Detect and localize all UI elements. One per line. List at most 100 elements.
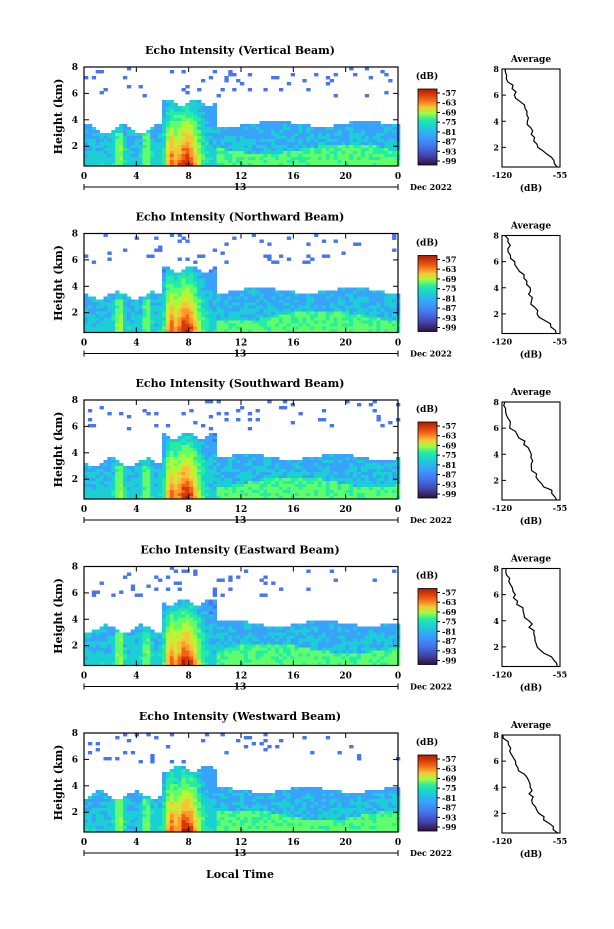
heatmap-cell	[243, 569, 249, 573]
heatmap-cell	[142, 94, 147, 98]
heatmap-cell	[177, 160, 182, 164]
heatmap-cell	[345, 466, 350, 470]
heatmap-cell	[345, 490, 350, 494]
heatmap-cell	[91, 127, 97, 131]
heatmap-cell	[275, 314, 280, 318]
heatmap-cell	[267, 641, 272, 645]
heatmap-cell	[185, 626, 190, 630]
heatmap-cell	[204, 448, 210, 452]
heatmap-cell	[130, 478, 136, 482]
heatmap-cell	[193, 659, 198, 663]
heatmap-cell	[224, 638, 229, 642]
heatmap-cell	[353, 299, 358, 303]
heatmap-cell	[204, 638, 210, 642]
heatmap-cell	[162, 136, 167, 140]
colorbar-tick-label: -63	[442, 431, 457, 441]
heatmap-cell	[107, 314, 112, 318]
heatmap-cell	[364, 466, 370, 470]
heatmap-cell	[345, 302, 350, 306]
heatmap-cell	[376, 490, 381, 494]
heatmap-cell	[126, 127, 132, 131]
heatmap-cell	[201, 454, 206, 458]
heatmap-cell	[185, 481, 190, 485]
heatmap-cell	[247, 296, 253, 300]
heatmap-cell	[212, 299, 217, 303]
heatmap-cell	[388, 299, 393, 303]
heatmap-cell	[181, 88, 186, 92]
heatmap-cell	[329, 133, 334, 137]
heatmap-cell	[189, 109, 194, 113]
heatmap-cell	[169, 481, 175, 485]
heatmap-cell	[208, 160, 214, 164]
heatmap-cell	[224, 148, 229, 152]
heatmap-cell	[111, 151, 116, 155]
heatmap-cell	[177, 445, 182, 449]
heatmap-cell	[87, 653, 93, 657]
heatmap-cell	[372, 293, 377, 297]
heatmap-cell	[119, 320, 124, 324]
heatmap-cell	[376, 302, 381, 306]
heatmap-cell	[146, 139, 151, 143]
heatmap-cell	[271, 323, 276, 327]
heatmap-cell	[384, 136, 389, 140]
heatmap-cell	[208, 662, 214, 666]
heatmap-cell	[165, 611, 171, 615]
heatmap-cell	[177, 109, 182, 113]
heatmap-cell	[384, 496, 389, 500]
heatmap-cell	[298, 323, 303, 327]
heatmap-cell	[130, 481, 136, 485]
heatmap-cell	[119, 305, 124, 309]
y-tick-label: 2	[72, 142, 78, 152]
heatmap-cell	[271, 490, 276, 494]
heatmap-cell	[267, 496, 272, 500]
heatmap-cell	[282, 626, 288, 630]
heatmap-cell	[138, 638, 143, 642]
heatmap-cell	[111, 635, 116, 639]
heatmap-cell	[115, 323, 120, 327]
heatmap-cell	[95, 317, 100, 321]
heatmap-cell	[228, 460, 233, 464]
heatmap-cell	[318, 326, 323, 330]
heatmap-cell	[212, 623, 217, 627]
heatmap-cell	[357, 142, 362, 146]
heatmap-cell	[130, 659, 136, 663]
heatmap-cell	[325, 326, 331, 330]
heatmap-cell	[181, 436, 186, 440]
heatmap-cell	[91, 323, 97, 327]
heatmap-cell	[204, 608, 210, 612]
heatmap-cell	[181, 151, 186, 155]
heatmap-cell	[357, 299, 362, 303]
heatmap-cell	[337, 157, 342, 161]
heatmap-cell	[165, 442, 171, 446]
heatmap-cell	[173, 278, 178, 282]
heatmap-cell	[376, 323, 381, 327]
heatmap-cell	[341, 154, 346, 158]
heatmap-cell	[95, 641, 100, 645]
heatmap-cell	[243, 142, 249, 146]
heatmap-cell	[263, 148, 268, 152]
heatmap-cell	[158, 647, 163, 651]
heatmap-cell	[193, 629, 198, 633]
heatmap-cell	[87, 124, 93, 128]
heatmap-cell	[228, 641, 233, 645]
heatmap-cell	[185, 257, 190, 261]
heatmap-cell	[142, 656, 147, 660]
heatmap-cell	[115, 317, 120, 321]
heatmap-cell	[220, 302, 225, 306]
heatmap-cell	[181, 632, 186, 636]
heatmap-cell	[353, 320, 358, 324]
heatmap-cell	[341, 323, 346, 327]
heatmap-cell	[95, 475, 100, 479]
heatmap-cell	[286, 662, 292, 666]
heatmap-cell	[162, 451, 167, 455]
heatmap-cell	[201, 445, 206, 449]
heatmap-cell	[115, 496, 120, 500]
heatmap-cell	[181, 629, 186, 633]
heatmap-cell	[318, 662, 323, 666]
heatmap-cell	[103, 160, 108, 164]
heatmap-cell	[247, 475, 253, 479]
heatmap-cell	[154, 314, 159, 318]
heatmap-cell	[349, 481, 354, 485]
heatmap-cell	[185, 103, 190, 107]
heatmap-cell	[95, 308, 100, 312]
